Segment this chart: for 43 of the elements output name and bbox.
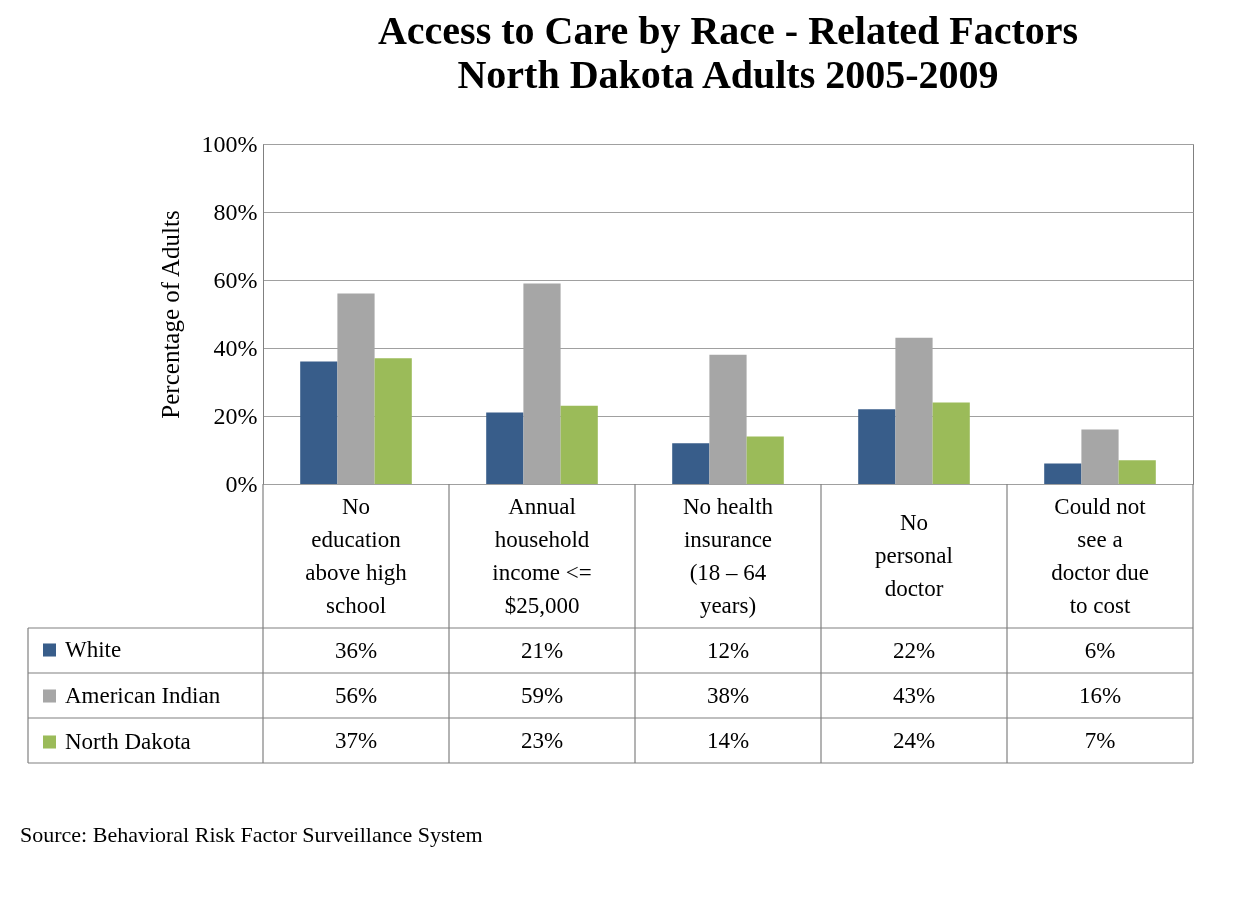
bar <box>1118 460 1156 484</box>
y-tick-label: 100% <box>201 130 258 157</box>
chart-subtitle: North Dakota Adults 2005-2009 <box>457 52 999 97</box>
legend-label: White <box>65 637 122 662</box>
y-tick-label: 80% <box>213 198 258 225</box>
data-label: 14% <box>706 727 750 753</box>
legend-label: North Dakota <box>65 729 191 754</box>
data-label: 12% <box>706 637 750 663</box>
data-label: 24% <box>892 727 936 753</box>
source-note: Source: Behavioral Risk Factor Surveillance System <box>20 822 483 847</box>
data-label: 22% <box>892 637 936 663</box>
data-label: 43% <box>892 682 936 708</box>
chart-title: Access to Care by Race - Related Factors <box>377 8 1079 53</box>
bar <box>672 443 710 484</box>
bar <box>1044 463 1082 484</box>
y-tick-label: 40% <box>213 334 258 361</box>
y-tick-label: 20% <box>213 402 258 429</box>
bar <box>746 436 784 484</box>
bar <box>858 409 896 484</box>
data-label: 37% <box>334 727 378 753</box>
bar <box>374 358 412 484</box>
bar <box>300 361 338 484</box>
bar <box>486 412 524 484</box>
y-tick-label: 60% <box>213 266 258 293</box>
data-label: 56% <box>334 682 378 708</box>
data-label: 21% <box>520 637 564 663</box>
data-label: 59% <box>520 682 564 708</box>
x-tick-label: No health insurance (18 – 64 years) <box>682 493 774 618</box>
data-label: 16% <box>1078 682 1122 708</box>
data-label: 36% <box>334 637 378 663</box>
data-label: 23% <box>520 727 564 753</box>
x-tick-label: No education above high school <box>305 493 408 618</box>
legend-label: American Indian <box>65 683 221 708</box>
y-tick-label: 0% <box>225 470 258 497</box>
data-label: 7% <box>1084 727 1116 753</box>
bar <box>932 402 970 484</box>
bar <box>560 405 598 484</box>
y-axis-title: Percentage of Adults <box>156 210 184 419</box>
data-label: 38% <box>706 682 750 708</box>
x-tick-label: Could not see a doctor due to cost <box>1051 493 1149 618</box>
x-tick-label: Annual household income <= $25,000 <box>492 493 592 618</box>
x-tick-label: No personal doctor <box>875 510 953 601</box>
data-label: 6% <box>1084 637 1116 663</box>
